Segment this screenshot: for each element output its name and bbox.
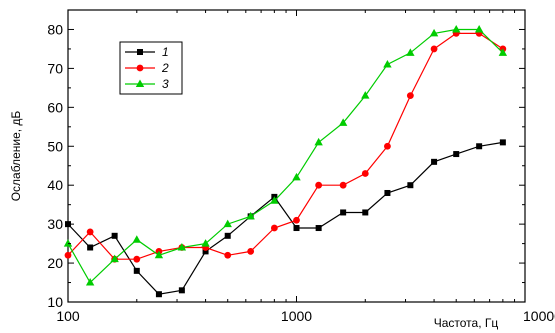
x-tick-label: 10000	[523, 308, 555, 324]
series-2-line	[67, 32, 504, 260]
series-3-point	[383, 60, 392, 68]
series-2-point	[64, 251, 72, 259]
y-tick-label: 50	[47, 138, 63, 154]
series-1-point	[293, 225, 300, 232]
ticks-layer: 10 20 30 40 50 60 70 80 100 1000 10000	[47, 10, 555, 324]
series-2-point	[270, 224, 278, 232]
series-1-point	[384, 189, 391, 196]
legend-label-2: 2	[161, 61, 169, 75]
series-1-point	[202, 248, 209, 255]
series-3-point	[452, 24, 461, 33]
y-tick-label: 70	[47, 60, 63, 76]
x-axis-label: Частота, Гц	[434, 316, 499, 330]
series-3-point	[474, 24, 484, 33]
series-3-point	[292, 172, 301, 181]
series-1-point	[155, 291, 162, 298]
series-3-point	[338, 118, 348, 126]
series-2-point	[315, 181, 323, 189]
legend-marker-1	[137, 49, 143, 55]
y-tick-label: 40	[47, 177, 63, 193]
x-tick-label: 100	[56, 308, 80, 324]
y-tick-label: 20	[47, 255, 63, 271]
y-tick-label: 60	[47, 99, 63, 115]
series-2-point	[293, 216, 300, 224]
series-1-point	[178, 287, 185, 294]
series-3-point	[314, 137, 323, 146]
series-1-point	[111, 232, 118, 239]
legend-marker-2	[136, 64, 144, 72]
series-3-point	[246, 211, 255, 220]
series-1-point	[87, 244, 94, 251]
series-3-point	[201, 239, 210, 247]
series-2-point	[384, 142, 391, 150]
series-3-point	[270, 196, 279, 204]
series-2-point	[361, 170, 369, 177]
series-1-point	[224, 232, 231, 239]
series-3-point	[498, 48, 508, 56]
series-1-point	[362, 209, 369, 216]
series-3-point	[154, 250, 164, 259]
series-3-point	[110, 254, 119, 263]
series-3-point	[223, 219, 232, 228]
series-2-point	[406, 92, 414, 100]
y-tick-label: 30	[47, 216, 63, 232]
x-tick-label: 1000	[281, 308, 312, 324]
series-1-point	[499, 139, 506, 146]
series-2-point	[86, 228, 94, 236]
series-3-point	[429, 28, 439, 37]
series-1-point	[340, 209, 347, 216]
series-3-point	[85, 278, 95, 286]
series-2-point	[224, 251, 232, 259]
legend-label-3: 3	[162, 77, 169, 91]
series-1-point	[315, 225, 322, 232]
series-3-point	[361, 91, 370, 99]
series-1-point	[133, 267, 140, 274]
series-3-point	[63, 239, 73, 247]
series-layer	[63, 24, 508, 298]
y-axis-label: Ослабление, дБ	[9, 111, 23, 202]
legend-label-1: 1	[162, 45, 169, 59]
series-1-point	[431, 158, 438, 165]
y-tick-label: 10	[47, 294, 63, 310]
series-1-point	[476, 143, 483, 150]
y-tick-label: 80	[47, 21, 63, 37]
series-2-point	[339, 181, 347, 189]
series-3-point	[406, 48, 415, 56]
series-1-line	[67, 141, 503, 295]
series-1-point	[453, 151, 460, 158]
series-1-point	[407, 182, 414, 189]
series-2-point	[247, 247, 255, 255]
legend: 1 2 3	[119, 41, 183, 95]
series-3-point	[132, 235, 141, 243]
legend-marker-3	[135, 79, 145, 87]
series-2-point	[430, 45, 438, 53]
series-3-point	[177, 242, 187, 251]
series-2-point	[133, 255, 141, 263]
